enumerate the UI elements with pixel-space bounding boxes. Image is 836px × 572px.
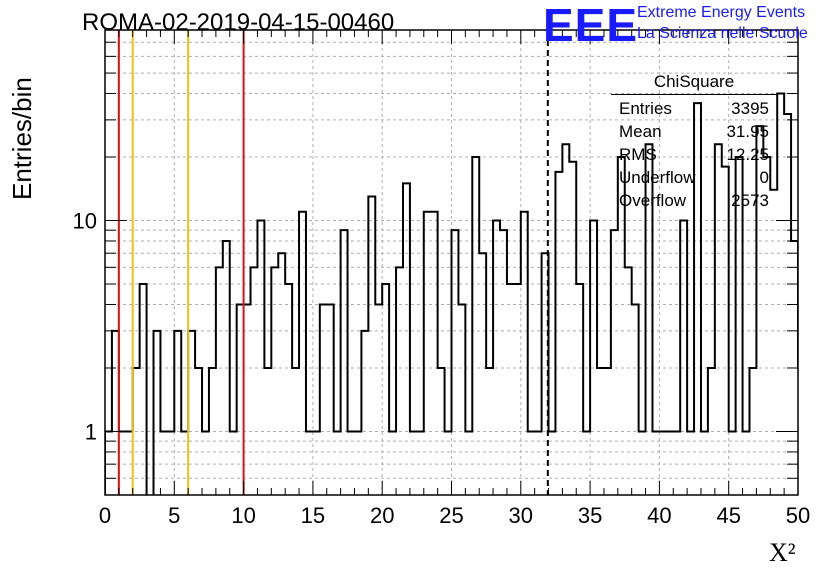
x-tick-label: 35 bbox=[578, 503, 602, 528]
x-tick-label: 5 bbox=[168, 503, 180, 528]
stats-label: Overflow bbox=[619, 191, 687, 210]
x-tick-label: 20 bbox=[370, 503, 394, 528]
stats-label: Underflow bbox=[619, 168, 696, 187]
stats-title: ChiSquare bbox=[611, 70, 777, 95]
x-tick-label: 30 bbox=[509, 503, 533, 528]
histogram-outline bbox=[105, 92, 798, 495]
x-tick-label: 45 bbox=[716, 503, 740, 528]
logo-caption-line2: La Scienza nelle Scuole bbox=[637, 25, 808, 42]
stats-value: 12.25 bbox=[726, 145, 769, 164]
eee-logo: EEE bbox=[543, 0, 639, 51]
x-tick-label: 25 bbox=[439, 503, 463, 528]
stats-value: 2573 bbox=[731, 191, 769, 210]
stats-value: 0 bbox=[759, 168, 769, 187]
stats-box: ChiSquare Entries 3395 Mean 31.95 RMS 12.25… bbox=[611, 70, 777, 212]
y-tick-label: 1 bbox=[85, 419, 97, 444]
x-axis-label: X² bbox=[769, 538, 796, 567]
x-tick-label: 40 bbox=[647, 503, 671, 528]
y-axis-label-box: Entries/bin bbox=[7, 40, 37, 200]
x-tick-label: 0 bbox=[99, 503, 111, 528]
stats-row-mean: Mean 31.95 bbox=[611, 120, 777, 143]
chart-title: ROMA-02-2019-04-15-00460 bbox=[82, 9, 395, 36]
tick-labels: 0 5 10 15 20 25 30 35 40 45 50 1 10 bbox=[73, 209, 811, 528]
axis-ticks bbox=[104, 29, 799, 496]
stats-value: 31.95 bbox=[726, 122, 769, 141]
stats-row-overflow: Overflow 2573 bbox=[611, 189, 777, 212]
x-tick-label: 50 bbox=[786, 503, 810, 528]
x-tick-label: 10 bbox=[231, 503, 255, 528]
histogram-series bbox=[105, 92, 798, 495]
grid-lines bbox=[104, 29, 799, 496]
stats-row-entries: Entries 3395 bbox=[611, 97, 777, 120]
stats-label: RMS bbox=[619, 145, 657, 164]
logo-caption: Extreme Energy Events La Scienza nelle S… bbox=[637, 2, 808, 44]
stats-label: Mean bbox=[619, 122, 662, 141]
stats-row-underflow: Underflow 0 bbox=[611, 166, 777, 189]
stats-label: Entries bbox=[619, 99, 672, 118]
stats-value: 3395 bbox=[731, 99, 769, 118]
logo-caption-line1: Extreme Energy Events bbox=[637, 4, 806, 21]
x-tick-label: 15 bbox=[301, 503, 325, 528]
stats-row-rms: RMS 12.25 bbox=[611, 143, 777, 166]
y-tick-label: 10 bbox=[73, 209, 97, 234]
y-axis-label: Entries/bin bbox=[7, 77, 37, 200]
marker-lines bbox=[117, 30, 549, 495]
